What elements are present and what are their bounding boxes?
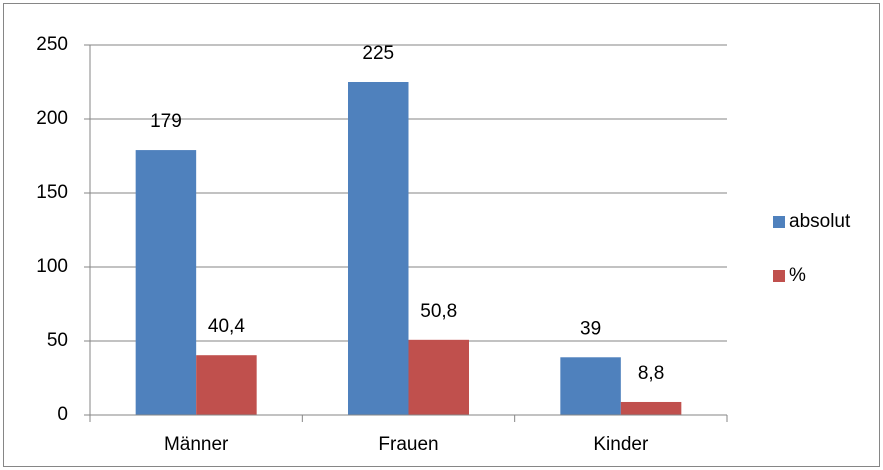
data-label: 8,8 [638, 363, 664, 384]
y-tick-label: 50 [47, 330, 68, 351]
bar [560, 357, 621, 415]
legend-label: % [789, 265, 806, 286]
data-label: 225 [362, 43, 394, 64]
y-tick-label: 200 [36, 108, 68, 129]
x-tick-label: Männer [164, 434, 229, 455]
y-tick-label: 250 [36, 34, 68, 55]
bar [196, 355, 257, 415]
x-tick-label: Frauen [378, 434, 438, 455]
bar [620, 401, 682, 415]
legend-label: absolut [789, 211, 851, 232]
data-label: 50,8 [420, 301, 457, 322]
y-tick-label: 0 [57, 404, 68, 425]
bar [348, 82, 409, 415]
data-label: 40,4 [208, 316, 245, 337]
x-tick-label: Kinder [593, 434, 649, 455]
legend-swatch [773, 270, 785, 282]
data-label: 39 [580, 318, 601, 339]
legend-swatch [773, 216, 785, 228]
y-tick-label: 100 [36, 256, 68, 277]
y-tick-label: 150 [36, 182, 68, 203]
bar [408, 339, 469, 415]
data-label: 179 [150, 111, 182, 132]
bar [135, 150, 197, 415]
